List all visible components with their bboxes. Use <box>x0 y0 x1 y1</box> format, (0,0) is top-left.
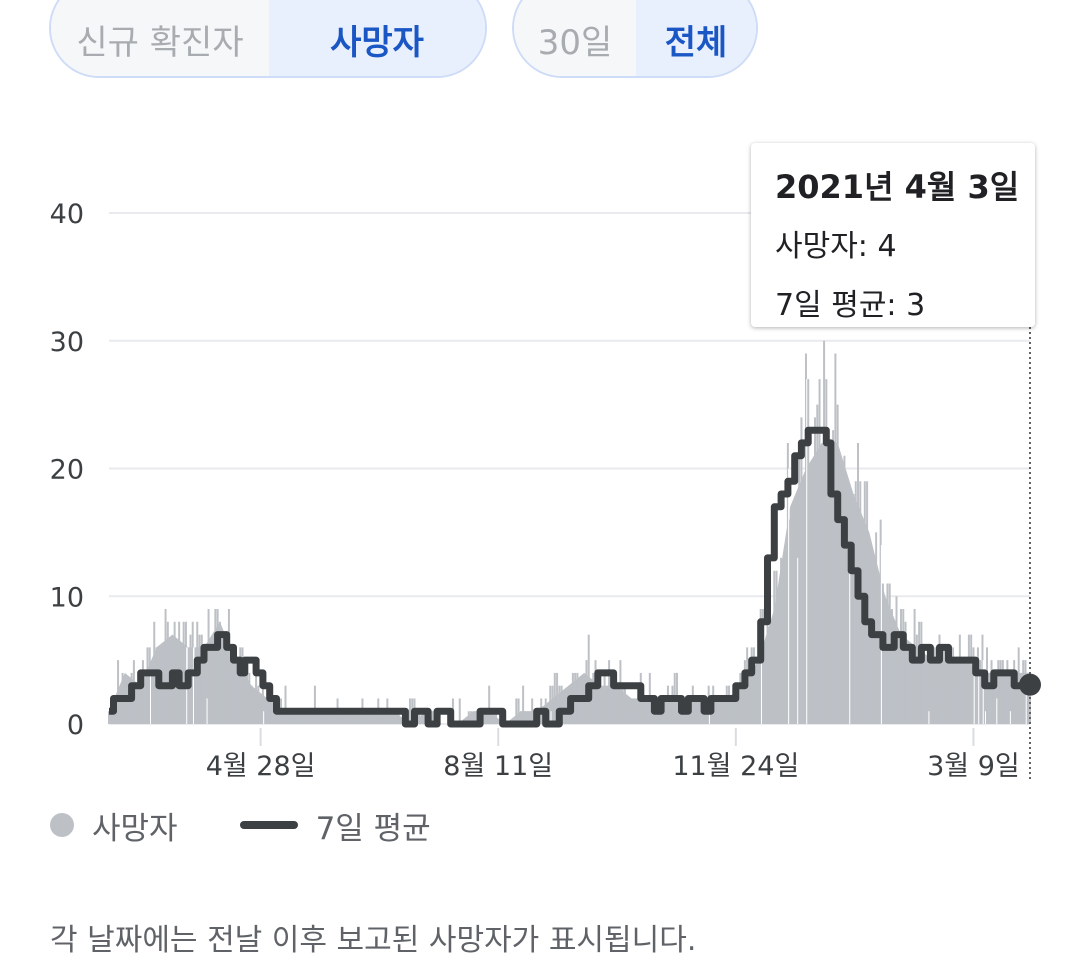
hover-point <box>1019 673 1041 696</box>
legend-deaths-swatch <box>50 813 74 837</box>
y-tick-label-10: 10 <box>50 582 84 613</box>
x-tick-label-2: 11월 24일 <box>672 751 799 782</box>
x-tick-label-1: 8월 11일 <box>443 751 553 782</box>
y-tick-label-20: 20 <box>50 455 84 486</box>
chart-legend: 사망자 7일 평균 <box>50 802 431 848</box>
metric-option-new-cases[interactable]: 신규 확진자 <box>51 0 269 76</box>
y-tick-label-0: 0 <box>67 710 84 741</box>
deaths-chart[interactable]: 0 10 20 30 40 4월 28일 8월 11일 11월 24일 3월 9일 <box>0 0 1080 800</box>
range-toggle: 30일 전체 <box>512 0 758 78</box>
tooltip-date: 2021년 4월 3일 <box>775 168 1020 206</box>
tooltip-deaths: 사망자: 4 <box>775 229 897 264</box>
metric-option-deaths[interactable]: 사망자 <box>269 0 485 76</box>
y-tick-label-30: 30 <box>50 327 84 358</box>
metric-toggle: 신규 확진자 사망자 <box>49 0 487 78</box>
seven-day-average-line <box>109 426 1030 728</box>
tooltip-average: 7일 평균: 3 <box>775 288 926 323</box>
legend-average-swatch <box>239 821 298 829</box>
chart-tooltip: 2021년 4월 3일 사망자: 4 7일 평균: 3 <box>751 143 1035 327</box>
x-tick-label-3: 3월 9일 <box>927 751 1020 782</box>
range-option-all[interactable]: 전체 <box>636 0 756 76</box>
chart-footnote: 각 날짜에는 전날 이후 보고된 사망자가 표시됩니다. <box>50 923 697 958</box>
legend-deaths-label: 사망자 <box>92 810 178 847</box>
x-tick-label-0: 4월 28일 <box>206 751 316 782</box>
range-option-30-days[interactable]: 30일 <box>514 0 636 76</box>
y-tick-label-40: 40 <box>50 199 84 230</box>
legend-average-label: 7일 평균 <box>315 810 431 847</box>
